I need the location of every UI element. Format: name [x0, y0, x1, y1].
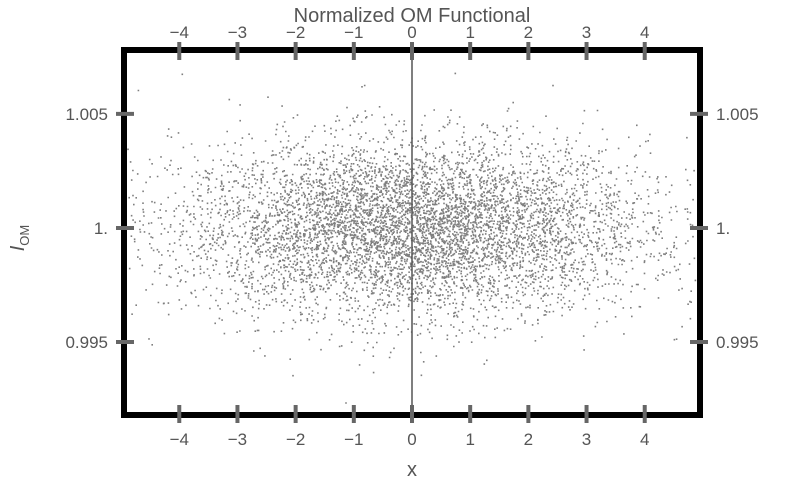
x-tick-label-bottom: −4	[170, 430, 189, 449]
x-tick-label-top: 0	[407, 23, 416, 42]
x-axis-label: x	[407, 459, 417, 481]
x-tick-label-bottom: 3	[582, 430, 591, 449]
x-tick-label-top: −2	[286, 23, 305, 42]
x-tick-label-top: −3	[228, 23, 247, 42]
x-tick-label-bottom: −1	[344, 430, 363, 449]
x-tick-label-top: 2	[524, 23, 533, 42]
x-tick-label-top: 4	[640, 23, 649, 42]
x-tick-label-bottom: −3	[228, 430, 247, 449]
y-axis-label: IOM	[7, 225, 32, 252]
y-axis-label-main: I	[7, 245, 29, 251]
x-tick-label-top: 3	[582, 23, 591, 42]
x-tick-label-bottom: 4	[640, 430, 649, 449]
chart-title: Normalized OM Functional	[294, 5, 531, 27]
y-axis-label-subscript: OM	[17, 225, 32, 246]
svg-text:IOM: IOM	[7, 225, 32, 252]
x-tick-label-bottom: 0	[407, 430, 416, 449]
plot-area: −4 −4 −3 −3 −2 −2 −1 −1 0 0 1 1 2 2 3 3 4 4 0.995 0.995 1. 1.…	[65, 23, 758, 449]
x-tick-label-top: −4	[170, 23, 189, 42]
y-tick-label-left: 1.	[94, 219, 108, 238]
x-tick-label-bottom: −2	[286, 430, 305, 449]
y-tick-label-right: 1.	[716, 219, 730, 238]
y-tick-label-right: 0.995	[716, 333, 759, 352]
x-tick-label-top: 1	[465, 23, 474, 42]
y-tick-label-left: 1.005	[65, 105, 108, 124]
x-tick-label-bottom: 1	[465, 430, 474, 449]
y-tick-label-left: 0.995	[65, 333, 108, 352]
x-tick-label-bottom: 2	[524, 430, 533, 449]
y-tick-label-right: 1.005	[716, 105, 759, 124]
x-tick-label-top: −1	[344, 23, 363, 42]
